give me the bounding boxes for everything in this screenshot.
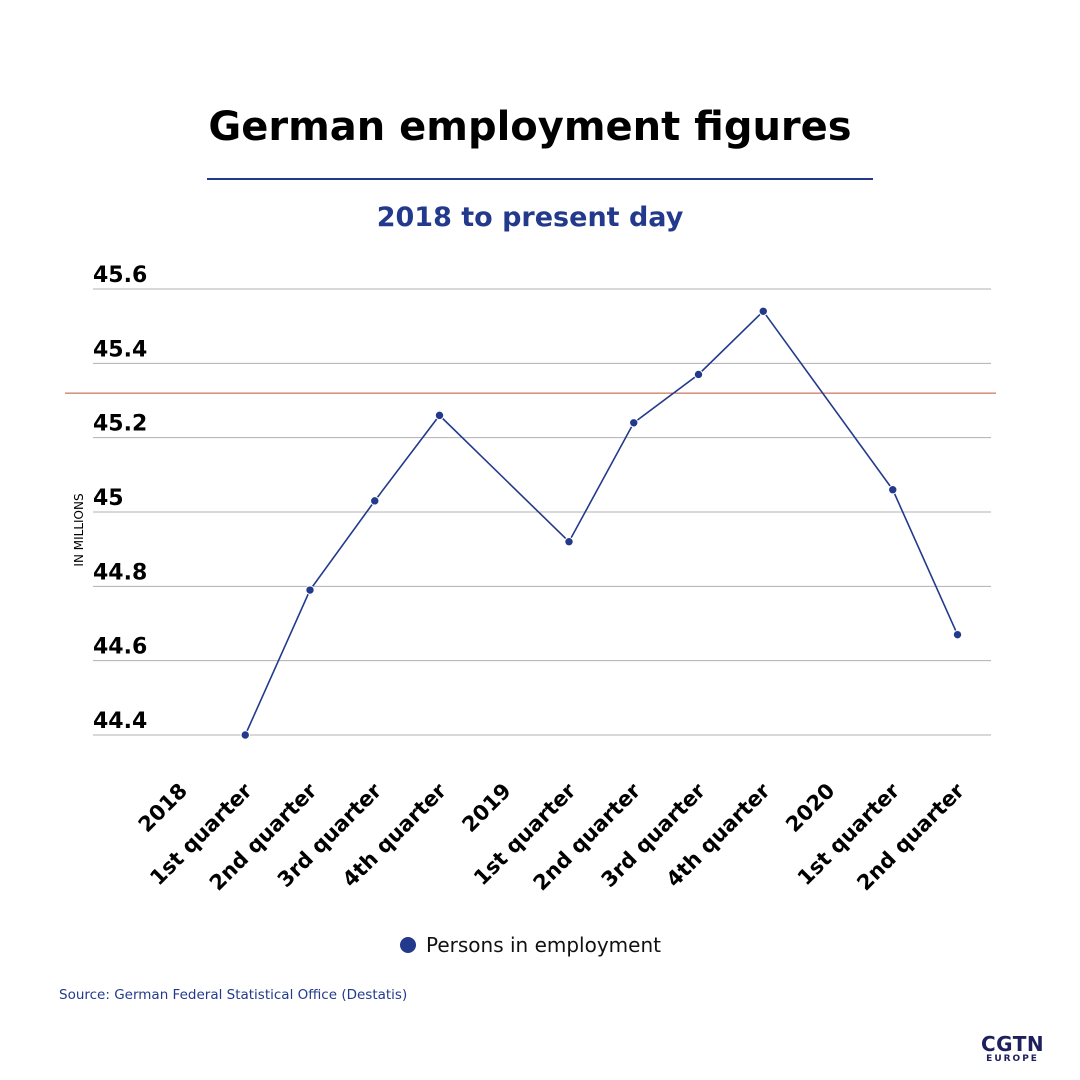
legend-label: Persons in employment — [426, 933, 661, 957]
y-tick-label: 44.8 — [93, 560, 147, 585]
chart-subtitle: 2018 to present day — [376, 202, 684, 233]
x-tick-label: 2019 — [457, 779, 515, 837]
y-tick-label: 44.4 — [93, 709, 147, 734]
data-point — [629, 418, 639, 428]
logo-sub-text: EUROPE — [986, 1054, 1039, 1064]
legend: Persons in employment — [400, 933, 661, 957]
y-tick-label: 45.4 — [93, 337, 147, 362]
series-persons-in-employment — [240, 306, 963, 740]
data-point — [888, 485, 898, 495]
y-tick-label: 45.6 — [93, 263, 147, 288]
data-point — [240, 730, 250, 740]
data-point — [693, 369, 704, 380]
y-axis-ticks: 45.6 45.4 45.2 45 44.8 44.6 44.4 — [93, 263, 147, 734]
data-point — [370, 496, 380, 506]
grid-lines — [93, 288, 991, 736]
source-note: Source: German Federal Statistical Offic… — [59, 987, 408, 1003]
data-point — [434, 410, 445, 421]
logo-main-text: CGTN — [981, 1032, 1045, 1056]
data-point — [564, 537, 574, 547]
legend-marker-icon — [400, 937, 416, 953]
data-point — [758, 306, 768, 316]
x-tick-label: 2018 — [134, 779, 192, 837]
y-tick-label: 45.2 — [93, 412, 147, 437]
x-tick-label: 2020 — [781, 779, 839, 837]
series-line — [244, 310, 959, 736]
y-axis-label: IN MILLIONS — [72, 493, 86, 566]
y-tick-label: 44.6 — [93, 635, 147, 660]
chart-title: German employment figures — [208, 104, 852, 150]
cgtn-europe-logo: CGTN EUROPE — [981, 1034, 1044, 1065]
data-point — [305, 585, 315, 595]
data-point — [952, 629, 963, 640]
y-tick-label: 45 — [93, 486, 124, 511]
title-divider — [207, 178, 873, 180]
